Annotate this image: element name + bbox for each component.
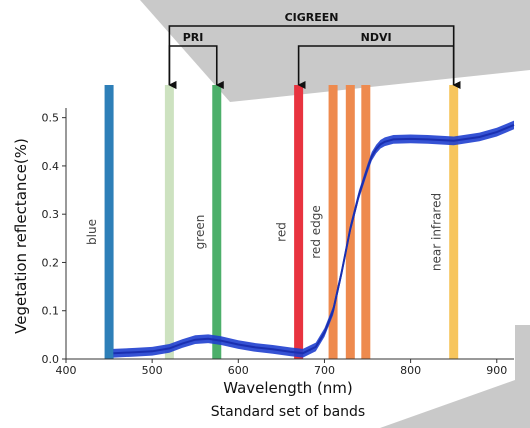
index-bracket-2 (297, 45, 461, 89)
x-axis-label: Wavelength (nm) (223, 379, 353, 397)
index-label-0: CIGREEN (285, 11, 339, 24)
band-label-0: blue (85, 219, 99, 245)
band-bar-5 (345, 85, 355, 359)
axes-layer: 400 500 600 700 800 900 0.0 0.1 0.2 0.3 0.4 0.5 (42, 108, 514, 377)
y-tick-label-3: 0.3 (42, 208, 60, 221)
background-shape-bottom (380, 325, 530, 428)
band-label-4: red edge (309, 205, 323, 258)
indices-layer: CIGREEN PRI NDVI (168, 11, 461, 89)
band-bar-6 (361, 85, 371, 359)
y-tick-label-5: 0.5 (42, 112, 60, 125)
y-tick-label-1: 0.1 (42, 305, 60, 318)
x-tick-label-1: 500 (142, 364, 163, 377)
band-bar-1 (164, 85, 174, 359)
x-tick-label-0: 400 (56, 364, 77, 377)
bands-layer (104, 85, 459, 359)
y-tick-label-2: 0.2 (42, 256, 60, 269)
x-tick-label-4: 800 (400, 364, 421, 377)
band-bar-7 (449, 85, 459, 359)
x-tick-label-5: 900 (486, 364, 507, 377)
y-tick-label-4: 0.4 (42, 160, 60, 173)
x-tick-label-3: 700 (314, 364, 335, 377)
band-labels-layer: blue green red red edge near infrared (85, 193, 444, 271)
band-bar-2 (212, 85, 222, 359)
index-label-1: PRI (183, 31, 204, 44)
x-tick-label-2: 600 (228, 364, 249, 377)
band-label-7: near infrared (430, 193, 444, 271)
band-bar-4 (328, 85, 338, 359)
band-label-3: red (275, 222, 289, 242)
index-label-2: NDVI (361, 31, 392, 44)
series-line-0 (113, 123, 515, 355)
curve-layer (113, 120, 515, 358)
chart-caption: Standard set of bands (211, 404, 365, 420)
y-tick-label-0: 0.0 (42, 353, 60, 366)
band-label-2: green (193, 215, 207, 250)
band-bar-3 (294, 85, 304, 359)
y-axis-label: Vegetation reflectance(%) (12, 138, 30, 334)
band-bar-0 (104, 85, 114, 359)
index-bracket-1 (168, 45, 224, 89)
